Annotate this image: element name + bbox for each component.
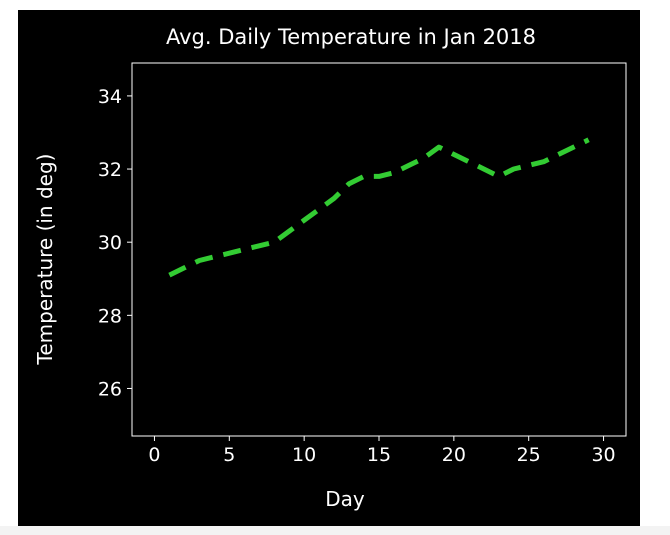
- plot-area-frame: [131, 62, 627, 437]
- x-axis: 0 5 10 15 20 25 30: [148, 436, 616, 466]
- y-tick-label: 30: [98, 232, 122, 254]
- x-tick-label: 30: [591, 444, 615, 466]
- chart-title: Avg. Daily Temperature in Jan 2018: [166, 25, 536, 49]
- y-tick-label: 34: [98, 86, 122, 108]
- x-axis-label: Day: [325, 487, 365, 511]
- y-tick-label: 26: [98, 378, 122, 400]
- y-tick-label: 28: [98, 305, 122, 327]
- video-frame: [18, 10, 640, 526]
- y-axis-label: Temperature (in deg): [33, 154, 57, 366]
- x-tick-label: 20: [442, 444, 466, 466]
- y-tick-label: 32: [98, 159, 122, 181]
- x-tick-label: 0: [148, 444, 160, 466]
- x-tick-label: 25: [517, 444, 541, 466]
- series-line-temperature: [168, 137, 590, 278]
- player-strip: [0, 526, 670, 535]
- x-tick-label: 5: [223, 444, 235, 466]
- x-tick-label: 15: [367, 444, 391, 466]
- y-axis: 26 28 30 32 34: [98, 86, 132, 400]
- x-tick-label: 10: [292, 444, 316, 466]
